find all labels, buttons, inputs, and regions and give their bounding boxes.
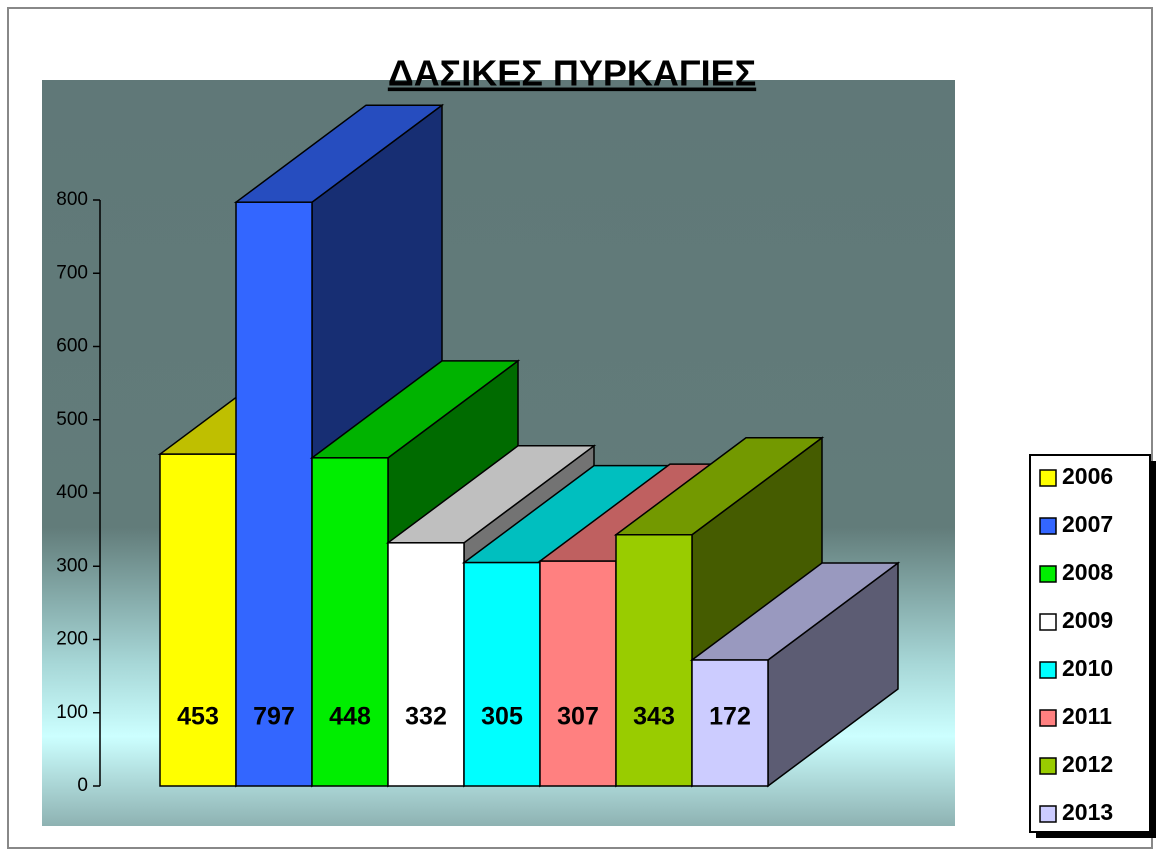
legend-label: 2013 xyxy=(1062,799,1113,825)
data-label: 343 xyxy=(633,703,675,731)
bar xyxy=(463,561,541,787)
legend-label: 2007 xyxy=(1062,511,1113,537)
legend-swatch xyxy=(1039,565,1057,583)
bar xyxy=(539,560,617,787)
y-tick-label: 200 xyxy=(56,629,88,650)
y-tick-label: 700 xyxy=(56,262,88,283)
legend-swatch xyxy=(1039,661,1057,679)
bar xyxy=(691,659,769,787)
legend-label: 2006 xyxy=(1062,463,1113,489)
legend-label: 2012 xyxy=(1062,751,1113,777)
data-label: 453 xyxy=(177,703,219,731)
y-tick-label: 400 xyxy=(56,482,88,503)
legend-swatch xyxy=(1039,469,1057,487)
bar xyxy=(615,534,693,787)
legend-label: 2009 xyxy=(1062,607,1113,633)
legend-swatch xyxy=(1039,613,1057,631)
data-label: 307 xyxy=(557,703,599,731)
legend-swatch xyxy=(1039,709,1057,727)
data-label: 448 xyxy=(329,703,371,731)
bar xyxy=(235,201,313,787)
chart-title: ΔΑΣΙΚΕΣ ΠΥΡΚΑΓΙΕΣ xyxy=(388,53,756,94)
legend-swatch xyxy=(1039,757,1057,775)
bar xyxy=(311,457,389,787)
y-tick-label: 100 xyxy=(56,702,88,723)
legend-label: 2008 xyxy=(1062,559,1113,585)
y-tick-label: 800 xyxy=(56,189,88,210)
bar xyxy=(387,542,465,787)
y-tick-label: 0 xyxy=(77,775,88,796)
data-label: 172 xyxy=(709,703,751,731)
data-label: 305 xyxy=(481,703,523,731)
y-tick-label: 600 xyxy=(56,336,88,357)
legend-label: 2011 xyxy=(1062,703,1112,729)
legend-swatch xyxy=(1039,805,1057,823)
y-tick-label: 300 xyxy=(56,555,88,576)
legend-swatch xyxy=(1039,517,1057,535)
data-label: 332 xyxy=(405,703,447,731)
data-label: 797 xyxy=(253,703,295,731)
y-tick-label: 500 xyxy=(56,409,88,430)
bar xyxy=(159,453,237,787)
legend-label: 2010 xyxy=(1062,655,1113,681)
